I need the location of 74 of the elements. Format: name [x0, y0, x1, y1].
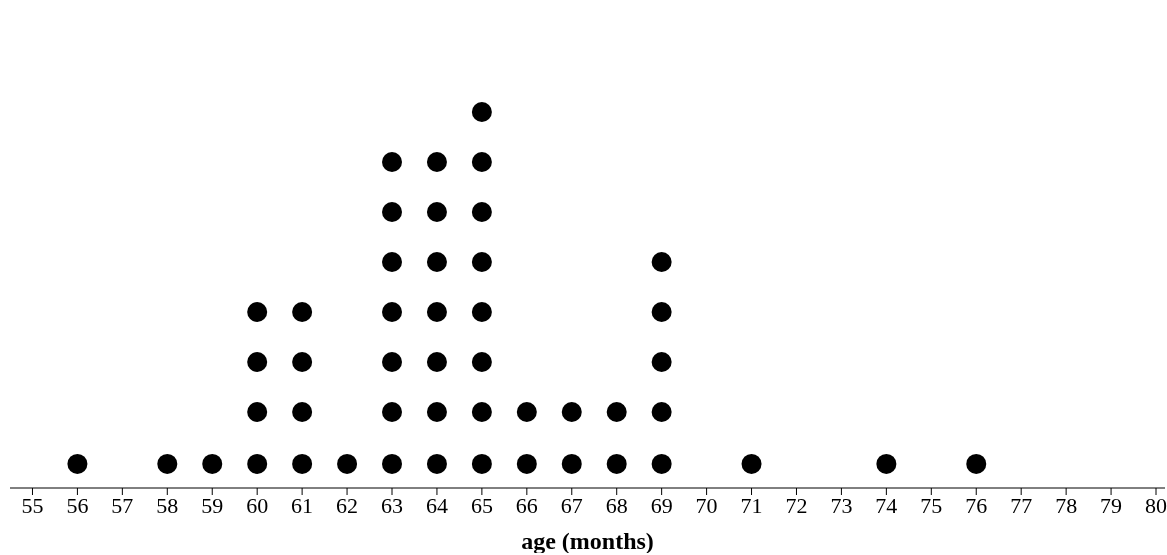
x-tick-label: 63 [381, 492, 403, 518]
point [651, 453, 672, 474]
point [426, 302, 447, 323]
x-tick-label: 76 [965, 492, 988, 518]
point [471, 352, 492, 373]
point [382, 152, 402, 173]
x-tick-label: 77 [1010, 492, 1033, 518]
point [426, 402, 447, 423]
x-tick-label: 66 [515, 492, 538, 518]
point [382, 202, 402, 223]
x-tick-label: 74 [875, 492, 898, 518]
point [247, 453, 268, 474]
x-tick-label: 58 [156, 492, 179, 518]
point [561, 453, 582, 474]
point [382, 352, 402, 373]
point [247, 302, 268, 323]
point [337, 453, 358, 474]
x-tick-label: 62 [336, 492, 359, 518]
point [471, 252, 492, 273]
x-tick-label: 73 [830, 492, 853, 518]
point [292, 352, 313, 373]
point [471, 102, 492, 123]
x-tick-label: 56 [66, 492, 89, 518]
point [382, 302, 402, 323]
x-tick-label: 80 [1145, 492, 1167, 518]
x-tick-label: 78 [1055, 492, 1078, 518]
point [247, 352, 268, 373]
point [516, 402, 537, 423]
point [651, 352, 672, 373]
point [426, 252, 447, 273]
point [741, 453, 762, 474]
point [247, 402, 268, 423]
x-tick-label: 71 [740, 492, 763, 518]
x-tick-label: 69 [650, 492, 673, 518]
point [876, 453, 897, 474]
point [606, 453, 627, 474]
x-tick-label: 67 [560, 492, 583, 518]
x-tick-label: 75 [920, 492, 943, 518]
point [651, 252, 672, 273]
point [516, 453, 537, 474]
x-tick-label: 57 [111, 492, 134, 518]
x-tick-label: 60 [246, 492, 269, 518]
point [606, 402, 627, 423]
point [426, 202, 447, 223]
point [292, 302, 313, 323]
point [382, 453, 402, 474]
x-tick-label: 79 [1100, 492, 1123, 518]
point [382, 402, 402, 423]
x-tick-label: 55 [21, 492, 44, 518]
x-tick-label: 61 [291, 492, 314, 518]
point [966, 453, 987, 474]
point [157, 453, 178, 474]
point [651, 402, 672, 423]
x-tick-label: 59 [201, 492, 224, 518]
point [292, 402, 313, 423]
point [426, 453, 447, 474]
point [67, 453, 88, 474]
point [561, 402, 582, 423]
point [382, 252, 402, 273]
x-tick-label: 64 [425, 492, 448, 518]
point [651, 302, 672, 323]
point [292, 453, 313, 474]
x-tick-label: 72 [785, 492, 808, 518]
x-tick-label: 68 [605, 492, 628, 518]
x-tick-label: 65 [470, 492, 493, 518]
point [471, 453, 492, 474]
point [471, 302, 492, 323]
point [202, 453, 223, 474]
point [426, 352, 447, 373]
point [471, 202, 492, 223]
point [471, 402, 492, 423]
point [471, 152, 492, 173]
point [426, 152, 447, 173]
x-tick-label: 70 [695, 492, 718, 518]
